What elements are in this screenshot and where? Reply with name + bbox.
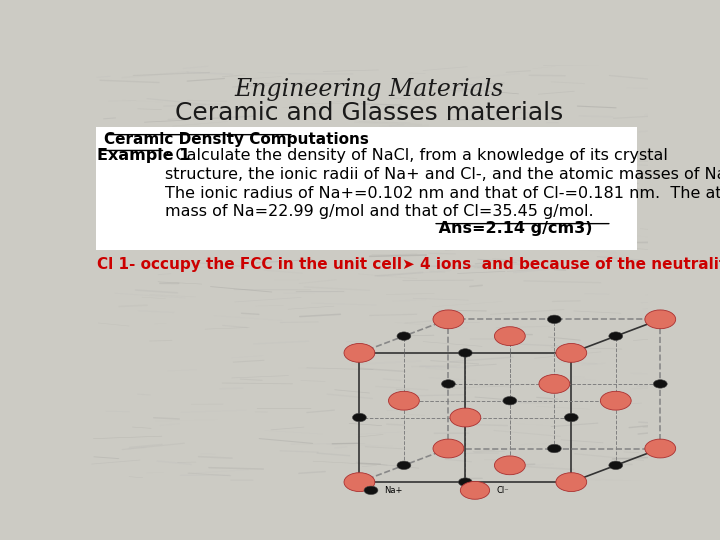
Circle shape bbox=[344, 343, 375, 362]
Text: Ans=2.14 g/cm3): Ans=2.14 g/cm3) bbox=[433, 221, 593, 236]
Circle shape bbox=[459, 349, 472, 357]
Circle shape bbox=[389, 392, 419, 410]
Circle shape bbox=[547, 315, 562, 323]
Circle shape bbox=[645, 310, 675, 329]
Circle shape bbox=[653, 380, 667, 388]
Circle shape bbox=[495, 456, 526, 475]
Circle shape bbox=[539, 375, 570, 393]
Circle shape bbox=[556, 343, 587, 362]
Text: Engineering Materials: Engineering Materials bbox=[234, 78, 504, 101]
Text: Ceramic and Glasses materials: Ceramic and Glasses materials bbox=[175, 102, 563, 125]
Circle shape bbox=[397, 461, 411, 470]
Circle shape bbox=[397, 332, 411, 340]
Circle shape bbox=[459, 478, 472, 487]
Circle shape bbox=[645, 439, 675, 458]
Circle shape bbox=[556, 472, 587, 491]
Circle shape bbox=[441, 380, 455, 388]
Circle shape bbox=[344, 472, 375, 491]
Text: : Calculate the density of NaCl, from a knowledge of its crystal
structure, the : : Calculate the density of NaCl, from a … bbox=[166, 148, 720, 219]
Circle shape bbox=[460, 481, 490, 500]
Circle shape bbox=[547, 444, 562, 453]
Text: Na+: Na+ bbox=[384, 486, 402, 495]
Text: Ceramic Density Computations: Ceramic Density Computations bbox=[104, 132, 369, 147]
Circle shape bbox=[503, 396, 517, 405]
Circle shape bbox=[364, 486, 378, 495]
FancyBboxPatch shape bbox=[96, 127, 637, 250]
Circle shape bbox=[600, 392, 631, 410]
Text: Cl 1- occupy the FCC in the unit cell➤ 4 ions  and because of the neutrality Na+: Cl 1- occupy the FCC in the unit cell➤ 4… bbox=[97, 258, 720, 272]
Circle shape bbox=[609, 332, 623, 340]
Circle shape bbox=[433, 310, 464, 329]
Text: Example 1: Example 1 bbox=[97, 148, 191, 163]
Circle shape bbox=[450, 408, 481, 427]
Circle shape bbox=[495, 327, 526, 346]
Circle shape bbox=[609, 461, 623, 470]
Circle shape bbox=[433, 439, 464, 458]
Text: Cl⁻: Cl⁻ bbox=[496, 486, 509, 495]
Circle shape bbox=[353, 413, 366, 422]
Circle shape bbox=[564, 413, 578, 422]
